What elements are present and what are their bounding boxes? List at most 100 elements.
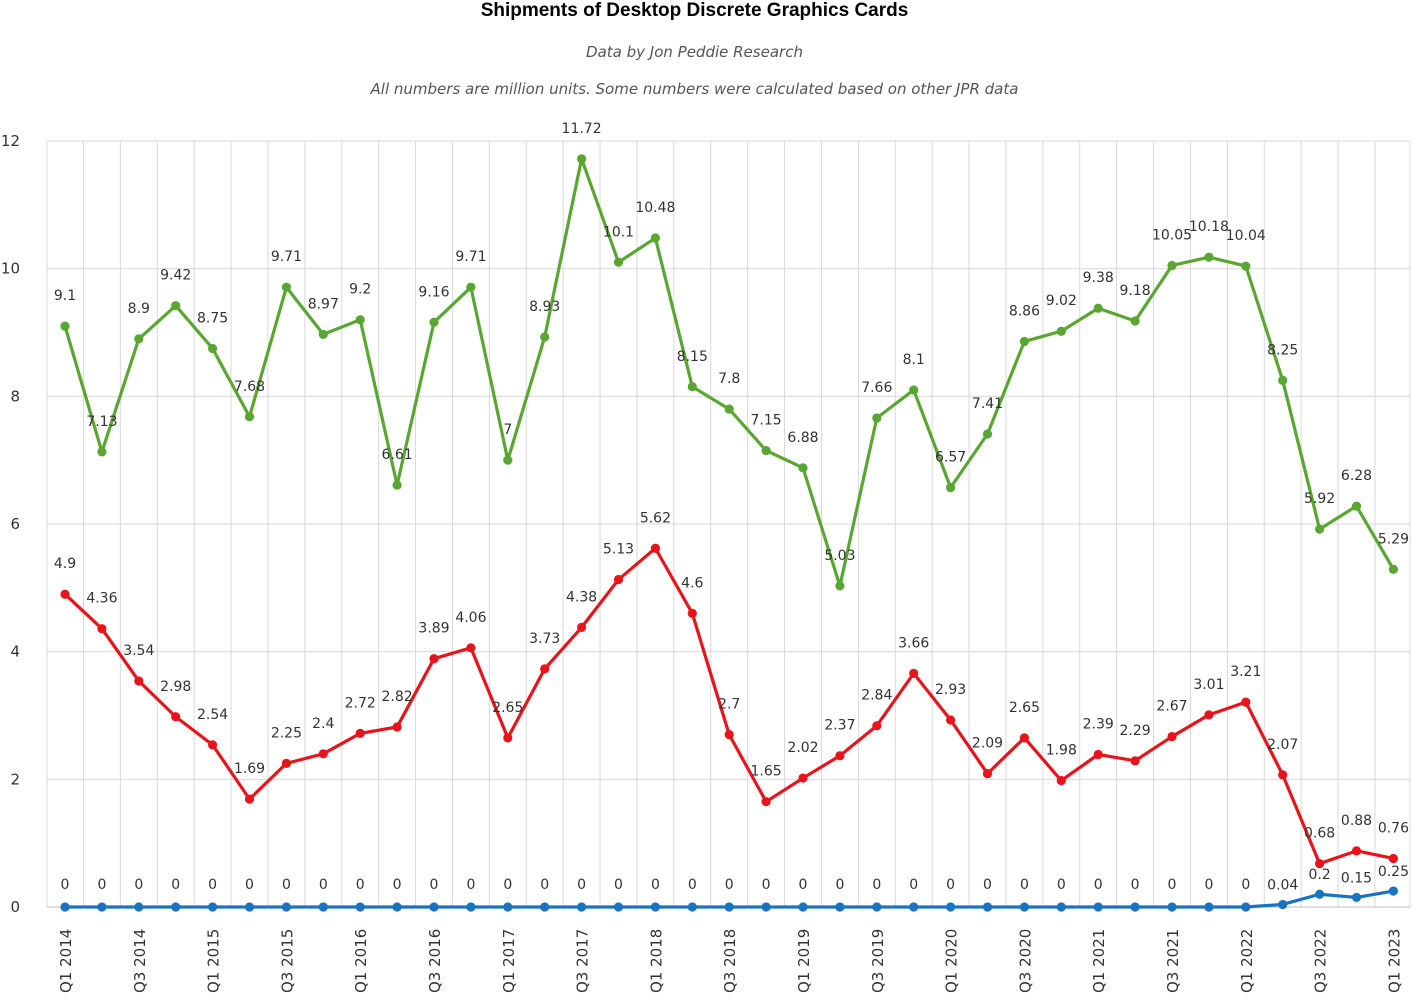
data-point <box>1130 756 1140 766</box>
data-point <box>392 902 402 912</box>
data-label: 1.65 <box>751 764 782 780</box>
data-label: 0 <box>651 877 660 893</box>
data-label: 2.67 <box>1156 699 1187 715</box>
data-point <box>429 902 439 912</box>
data-point <box>429 654 439 664</box>
data-point <box>97 624 107 634</box>
data-label: 10.48 <box>635 200 675 216</box>
data-point <box>355 728 365 738</box>
chart-title: Shipments of Desktop Discrete Graphics C… <box>480 0 909 21</box>
x-tick-label: Q1 2022 <box>1238 929 1256 993</box>
chart-subtitle: Data by Jon Peddie Research <box>586 43 803 61</box>
data-label: 6.57 <box>935 450 966 466</box>
data-label: 0 <box>282 877 291 893</box>
data-point <box>650 543 661 553</box>
x-tick-label: Q3 2016 <box>426 929 444 993</box>
data-point <box>687 902 697 912</box>
data-point <box>134 334 144 344</box>
data-label: 2.93 <box>935 682 966 698</box>
data-label: 0 <box>319 877 328 893</box>
data-label: 0 <box>503 877 512 893</box>
data-label: 7.68 <box>234 379 265 395</box>
data-point <box>835 902 845 912</box>
data-label: 0.04 <box>1267 877 1298 893</box>
data-label: 0 <box>872 877 881 893</box>
data-label: 0 <box>1241 877 1250 893</box>
data-point <box>946 483 956 493</box>
data-label: 9.18 <box>1120 283 1151 299</box>
data-point <box>687 382 697 392</box>
data-point <box>1167 902 1177 912</box>
data-label: 7.41 <box>972 396 1003 412</box>
data-point <box>835 581 845 591</box>
data-label: 6.28 <box>1341 468 1372 484</box>
data-label: 8.93 <box>529 299 560 315</box>
data-label: 0 <box>393 877 402 893</box>
data-point <box>1019 733 1029 743</box>
data-point <box>1056 326 1066 336</box>
data-point <box>613 257 624 267</box>
x-tick-label: Q1 2021 <box>1090 929 1108 993</box>
data-label: 2.37 <box>824 718 855 734</box>
data-point <box>503 733 513 743</box>
y-tick-label: 4 <box>10 643 20 661</box>
data-label: 7.15 <box>751 413 782 429</box>
data-label: 0 <box>540 877 549 893</box>
data-label: 3.66 <box>898 635 929 651</box>
data-label: 5.29 <box>1378 531 1409 547</box>
data-point <box>1351 892 1362 903</box>
data-label: 5.92 <box>1304 491 1335 507</box>
data-point <box>318 749 328 759</box>
data-label: 0 <box>208 877 217 893</box>
data-point <box>1241 697 1251 707</box>
data-label: 0 <box>245 877 254 893</box>
data-label: 6.61 <box>382 447 413 463</box>
data-point <box>761 902 771 912</box>
data-label: 0.25 <box>1378 864 1409 880</box>
data-point <box>318 329 328 340</box>
data-label: 2.4 <box>312 716 334 732</box>
data-label: 2.82 <box>382 689 413 705</box>
data-label: 8.86 <box>1009 303 1040 319</box>
data-point <box>466 282 476 292</box>
data-point <box>798 773 808 783</box>
data-label: 7 <box>503 422 512 438</box>
data-label: 0 <box>430 877 439 893</box>
data-label: 4.36 <box>86 591 117 607</box>
series <box>60 154 1398 912</box>
data-point <box>1388 853 1398 864</box>
data-point <box>244 902 255 912</box>
y-tick-label: 10 <box>1 260 20 278</box>
data-point <box>466 643 476 653</box>
data-label: 2.07 <box>1267 737 1298 753</box>
x-tick-label: Q1 2023 <box>1385 929 1403 993</box>
data-point <box>134 902 144 912</box>
data-label: 1.98 <box>1046 743 1077 759</box>
data-label: 7.13 <box>86 414 117 430</box>
data-point <box>466 902 476 912</box>
data-point <box>982 902 993 912</box>
data-point <box>1130 902 1140 912</box>
data-point <box>1351 846 1362 856</box>
data-label: 0 <box>1020 877 1029 893</box>
data-point <box>1056 776 1066 786</box>
data-point <box>171 712 181 722</box>
data-label: 0 <box>466 877 475 893</box>
x-tick-label: Q1 2020 <box>943 929 961 993</box>
data-label: 8.9 <box>128 301 150 317</box>
x-tick-label: Q3 2015 <box>278 929 296 993</box>
data-label: 4.6 <box>681 575 703 591</box>
data-point <box>1019 902 1029 912</box>
data-point <box>1351 501 1362 511</box>
data-label: 0 <box>97 877 106 893</box>
data-point <box>1388 886 1398 896</box>
data-label: 7.66 <box>861 380 892 396</box>
data-label: 2.65 <box>1009 700 1040 716</box>
data-point <box>1093 749 1103 760</box>
data-label: 0.15 <box>1341 870 1372 886</box>
data-label: 0 <box>799 877 808 893</box>
data-point <box>208 902 218 912</box>
data-point <box>577 622 587 633</box>
data-point <box>577 902 587 912</box>
